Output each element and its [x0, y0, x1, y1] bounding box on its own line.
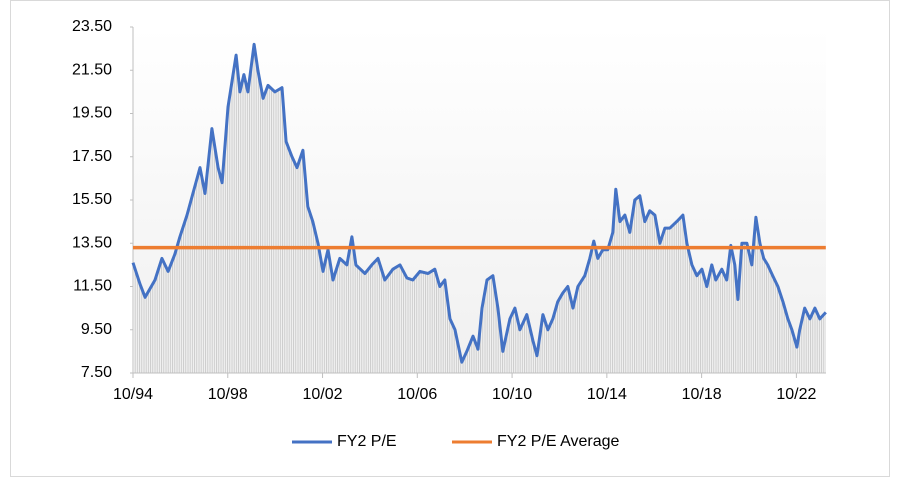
y-tick-label: 21.50 — [72, 61, 112, 78]
x-tick-label: 10/10 — [492, 386, 532, 403]
y-tick-label: 7.50 — [81, 364, 112, 381]
x-tick-label: 10/06 — [397, 386, 437, 403]
x-tick-label: 10/94 — [113, 386, 153, 403]
area — [133, 44, 826, 374]
x-tick-label: 10/02 — [303, 386, 343, 403]
y-tick-label: 9.50 — [81, 321, 112, 338]
y-tick-label: 15.50 — [72, 191, 112, 208]
legend-label: FY2 P/E Average — [497, 433, 620, 450]
x-tick-label: 10/18 — [682, 386, 722, 403]
y-tick-label: 23.50 — [72, 18, 112, 35]
x-tick-label: 10/14 — [587, 386, 627, 403]
legend-label: FY2 P/E — [337, 433, 397, 450]
line — [131, 42, 827, 364]
x-tick-label: 10/98 — [208, 386, 248, 403]
y-tick-label: 17.50 — [72, 148, 112, 165]
x-tick-label: 10/22 — [776, 386, 816, 403]
y-tick-label: 11.50 — [73, 278, 112, 295]
y-tick-label: 19.50 — [72, 105, 112, 122]
y-tick-label: 13.50 — [72, 234, 112, 251]
